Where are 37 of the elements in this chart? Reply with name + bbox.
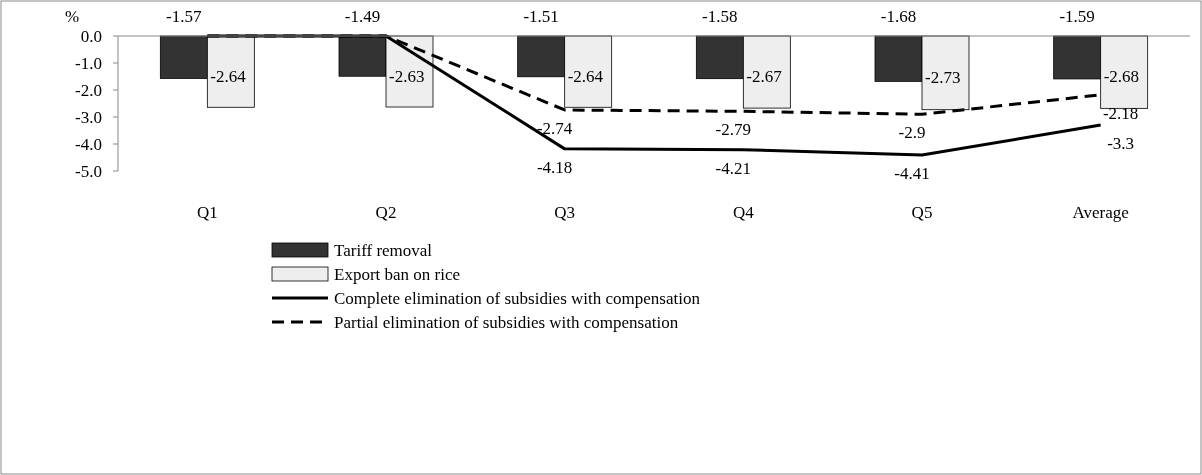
y-tick-label: -3.0 — [75, 108, 102, 127]
y-tick-label: -5.0 — [75, 162, 102, 181]
legend-label: Complete elimination of subsidies with compensation — [334, 289, 701, 308]
x-tick-label: Average — [1072, 203, 1129, 222]
data-label: -1.59 — [1059, 7, 1095, 26]
data-label: -2.67 — [746, 67, 783, 87]
data-label: -3.3 — [1107, 134, 1135, 154]
x-tick-label: Q2 — [375, 203, 397, 222]
x-tick-label: Q5 — [911, 203, 933, 222]
data-label: -2.74 — [536, 118, 573, 138]
data-label: -4.18 — [536, 157, 573, 177]
x-tick-label: Q3 — [554, 203, 576, 222]
data-label: -2.73 — [925, 67, 961, 87]
data-label: -2.68 — [1103, 67, 1140, 87]
y-tick-label: -2.0 — [75, 81, 102, 100]
y-tick-label: 0.0 — [80, 27, 102, 46]
x-tick-label: Q4 — [732, 203, 755, 222]
data-label: -2.18 — [1102, 103, 1139, 123]
data-label: -2.64 — [210, 66, 247, 86]
data-label: -1.68 — [880, 7, 917, 26]
data-label: -1.49 — [344, 7, 381, 26]
x-tick-label: Q1 — [196, 203, 218, 222]
data-label: -1.58 — [702, 7, 738, 26]
legend-label: Partial elimination of subsidies with compensation — [334, 313, 679, 332]
legend-label: Export ban on rice — [334, 265, 461, 284]
data-label: -1.51 — [523, 7, 559, 26]
data-label: -2.64 — [567, 66, 604, 86]
y-tick-label: -4.0 — [75, 135, 102, 154]
data-label: -4.21 — [715, 158, 752, 178]
data-label: -1.57 — [166, 7, 203, 26]
legend-label: Tariff removal — [334, 241, 433, 260]
data-label: -2.63 — [389, 66, 425, 86]
data-label: -2.9 — [898, 123, 926, 143]
data-label: -4.41 — [894, 164, 930, 184]
y-axis-title: % — [64, 7, 80, 26]
y-tick-label: -1.0 — [75, 54, 102, 73]
data-label: -2.79 — [715, 120, 752, 140]
